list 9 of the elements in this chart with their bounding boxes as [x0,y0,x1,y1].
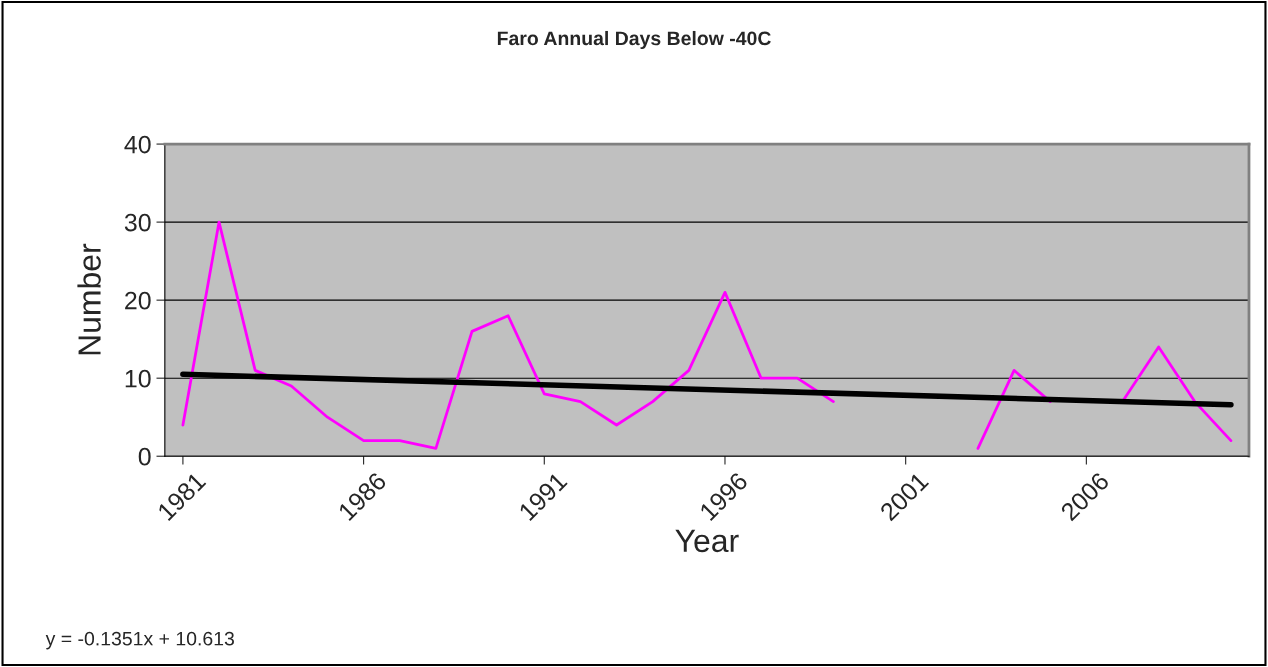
y-tick-label: 30 [124,213,151,232]
y-tick-label: 0 [138,447,151,466]
y-tick-label: 40 [124,135,151,154]
y-tick-label: 20 [125,291,151,310]
text: y = -0.1351x + 10.613 [45,631,234,650]
y-tick-label: 10 [125,369,151,388]
y-axis-title: Number [77,243,101,355]
chart-title: Faro Annual Days Below -40C [497,30,771,50]
x-axis-title: Year [675,529,739,553]
